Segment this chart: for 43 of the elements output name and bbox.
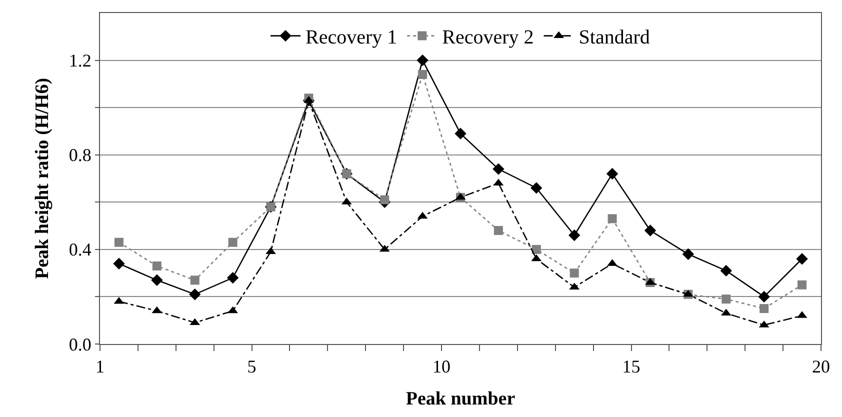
point (796, 253, 808, 265)
point (570, 268, 579, 278)
point (380, 195, 390, 204)
x-tick-label: 10 (432, 356, 451, 377)
point (608, 214, 617, 224)
point (530, 182, 542, 194)
point (758, 290, 770, 303)
x-axis-title: Peak number (406, 388, 516, 410)
x-tick-label: 5 (247, 356, 256, 377)
point (722, 294, 731, 304)
point (568, 229, 580, 242)
point (114, 238, 124, 247)
y-tick-label: 0.4 (68, 240, 92, 260)
x-tick-label: 1 (96, 356, 104, 377)
y-tick-label: 0.8 (68, 145, 92, 166)
y-axis-title: Peak height ratio (H/H6) (32, 78, 53, 280)
point (228, 238, 238, 247)
point (492, 163, 504, 175)
legend-label: Recovery 2 (442, 26, 534, 49)
y-tick-label: 1.2 (68, 50, 92, 71)
x-tick-label: 20 (812, 356, 830, 377)
point (644, 224, 656, 236)
point (720, 264, 732, 277)
point (113, 258, 125, 270)
point (226, 272, 239, 284)
point (606, 168, 618, 180)
point (190, 276, 200, 285)
point (152, 261, 162, 270)
point (760, 304, 769, 314)
legend-label: Standard (578, 26, 650, 49)
point (151, 274, 163, 286)
point (189, 288, 201, 300)
point (454, 128, 466, 140)
point (494, 226, 503, 236)
point (682, 248, 694, 260)
point (418, 70, 428, 79)
point (532, 244, 541, 254)
point (798, 280, 807, 290)
legend-label: Recovery 1 (306, 26, 398, 49)
point (416, 54, 428, 66)
x-tick-label: 15 (622, 356, 640, 377)
point (266, 247, 276, 254)
y-tick-label: 0.0 (68, 334, 92, 354)
